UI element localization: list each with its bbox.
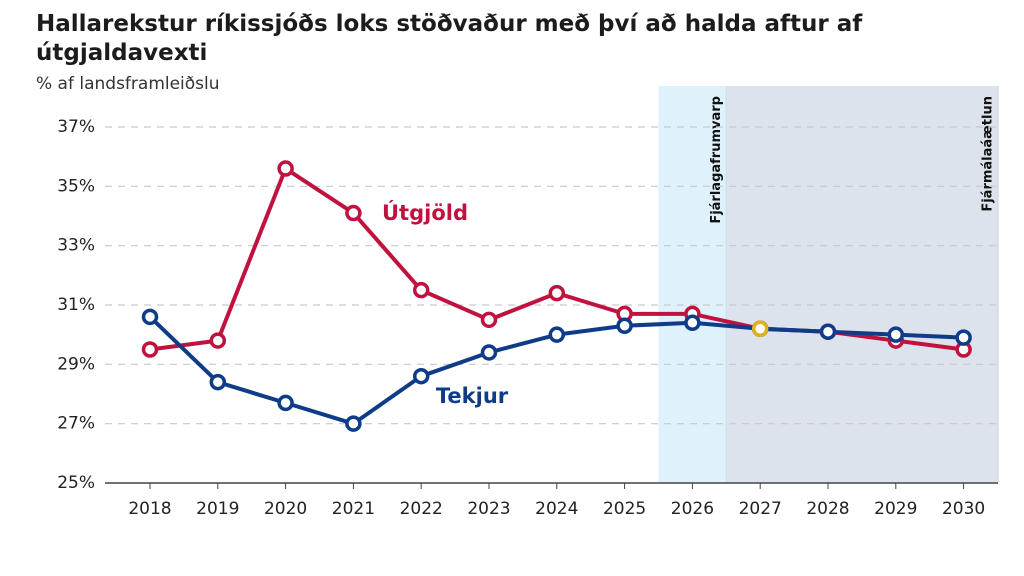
data-point — [277, 160, 294, 177]
data-point — [480, 311, 498, 329]
x-tick-label: 2021 — [332, 499, 375, 519]
forecast-band — [658, 86, 727, 483]
x-tick-label: 2022 — [400, 499, 443, 519]
y-tick-label: 25% — [57, 473, 95, 493]
band-label: Fjárlagafrumvarp — [709, 96, 724, 224]
x-tick-label: 2025 — [603, 499, 646, 519]
data-point — [548, 284, 566, 302]
highlight-point — [751, 320, 769, 337]
x-tick-label: 2020 — [264, 499, 307, 519]
data-point — [819, 323, 837, 340]
x-tick-label: 2024 — [535, 499, 578, 519]
y-tick-label: 31% — [57, 295, 95, 315]
forecast-band — [726, 86, 998, 483]
chart-subtitle: % af landsframleiðslu — [36, 74, 220, 94]
series-label: Útgjöld — [382, 200, 468, 225]
data-point — [412, 367, 430, 385]
data-point — [480, 344, 498, 361]
x-tick-label: 2026 — [671, 499, 714, 519]
x-tick-label: 2030 — [942, 499, 985, 519]
y-tick-label: 27% — [57, 414, 95, 434]
data-point — [141, 341, 159, 358]
data-point — [345, 204, 362, 222]
x-tick-label: 2019 — [196, 499, 239, 519]
chart-title: Hallarekstur ríkissjóðs loks stöðvaður m… — [36, 11, 863, 66]
data-point — [209, 373, 227, 391]
data-point — [548, 326, 566, 343]
data-point — [277, 394, 294, 412]
x-tick-label: 2028 — [806, 499, 849, 519]
x-tick-label: 2027 — [739, 499, 782, 519]
series-label: Tekjur — [436, 384, 509, 408]
x-tick-label: 2023 — [467, 499, 510, 519]
y-tick-label: 35% — [57, 176, 95, 196]
data-point — [616, 317, 633, 335]
data-point — [141, 308, 159, 326]
data-point — [209, 332, 227, 349]
data-point — [412, 281, 430, 299]
y-tick-label: 37% — [57, 117, 95, 137]
y-tick-label: 29% — [57, 354, 95, 374]
x-tick-label: 2018 — [128, 499, 171, 519]
x-tick-label: 2029 — [874, 499, 917, 519]
y-tick-label: 33% — [57, 236, 95, 256]
data-point — [345, 415, 362, 432]
band-label: Fjármálaáætlun — [981, 96, 996, 212]
data-point — [684, 314, 701, 332]
data-point — [887, 326, 905, 343]
data-point — [955, 329, 972, 346]
